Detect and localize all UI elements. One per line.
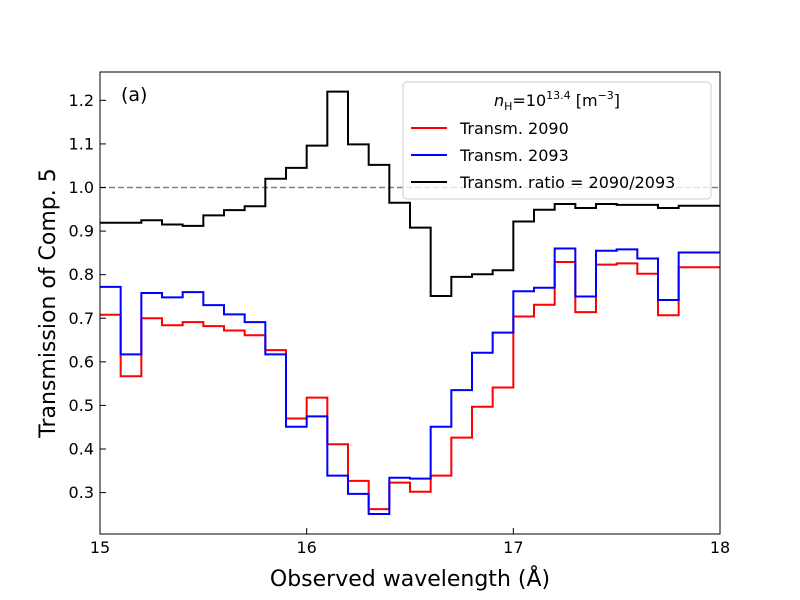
y-tick-label: 0.6 [69, 352, 94, 371]
legend-title: nH=1013.4 [m−3] [494, 89, 620, 113]
legend-label-3: Transm. ratio = 2090/2093 [459, 173, 675, 192]
series-line-2 [100, 247, 720, 515]
plot-frame [99, 71, 721, 535]
y-tick-label: 0.9 [69, 222, 94, 241]
y-tick-label: 1.0 [69, 178, 94, 197]
x-tick-label: 17 [503, 538, 523, 557]
y-tick-label: 0.5 [69, 396, 94, 415]
series-line-1 [100, 261, 720, 511]
y-tick-label: 0.7 [69, 309, 94, 328]
legend: nH=1013.4 [m−3] Transm. 2090 Transm. 2093… [402, 81, 712, 200]
y-tick-label: 0.3 [69, 483, 94, 502]
legend-box [402, 81, 712, 200]
panel-label: (a) [121, 84, 147, 106]
series-line-3 [100, 90, 720, 298]
y-axis-ticks: 0.3 0.4 0.5 0.6 0.7 0.8 0.9 1.0 1.1 1.2 [69, 91, 106, 502]
x-tick-label: 16 [296, 538, 316, 557]
legend-label-2: Transm. 2093 [459, 146, 569, 165]
y-tick-label: 0.8 [69, 265, 94, 284]
y-tick-label: 1.2 [69, 91, 94, 110]
y-axis-label: Transmission of Comp. 5 [36, 168, 61, 439]
legend-entries: Transm. 2090 Transm. 2093 Transm. ratio = … [411, 119, 675, 192]
y-tick-label: 0.4 [69, 440, 94, 459]
series-layer [100, 90, 720, 515]
legend-label-1: Transm. 2090 [459, 119, 569, 138]
x-tick-label: 15 [90, 538, 110, 557]
x-tick-label: 18 [710, 538, 730, 557]
x-axis-ticks: 15 16 17 18 [90, 528, 730, 557]
y-tick-label: 1.1 [69, 134, 94, 153]
x-axis-label: Observed wavelength (Å) [270, 565, 550, 592]
